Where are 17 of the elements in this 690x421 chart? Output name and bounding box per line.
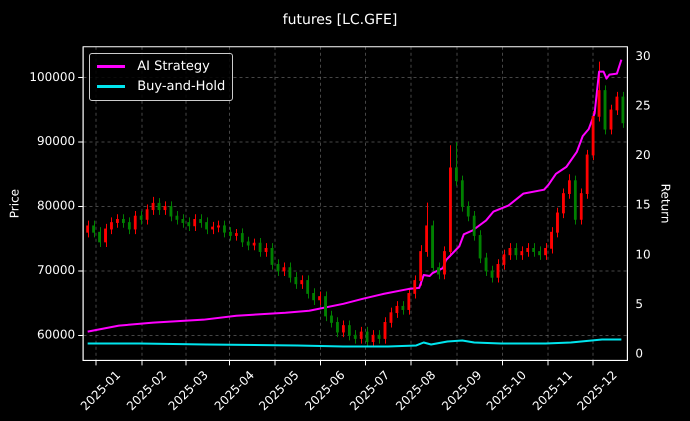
y2-tick-label: 5 — [635, 296, 643, 311]
y2-tick-label: 15 — [635, 198, 651, 212]
y-tick-label: 80000 — [37, 198, 76, 213]
y2-axis-title: Return — [658, 184, 673, 224]
y-axis-title: Price — [7, 188, 22, 218]
y2-tick-label: 10 — [635, 247, 651, 262]
y-tick-label: 100000 — [29, 70, 76, 84]
legend-label: AI Strategy — [137, 59, 210, 74]
y2-tick-label: 30 — [635, 48, 651, 63]
y-tick-label: 90000 — [37, 134, 76, 148]
legend-label: Buy-and-Hold — [137, 79, 226, 94]
y2-tick-label: 20 — [635, 148, 651, 162]
y2-tick-label: 0 — [635, 346, 643, 361]
y2-tick-label: 25 — [635, 98, 651, 112]
y-tick-label: 70000 — [37, 262, 76, 277]
y-tick-label: 60000 — [37, 327, 76, 342]
chart-title: futures [LC.GFE] — [282, 12, 398, 28]
